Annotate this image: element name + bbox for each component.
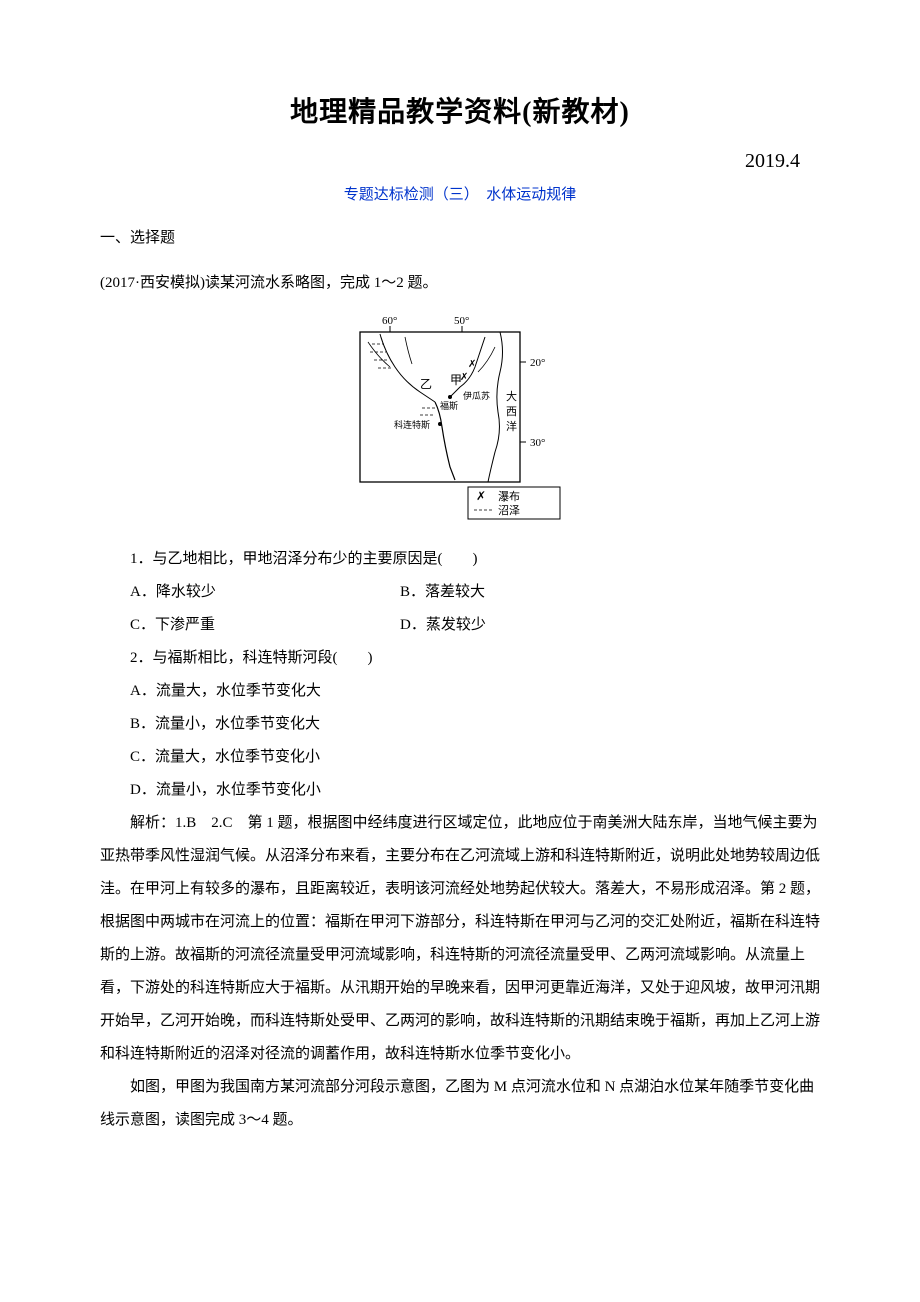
lon-left-label: 60° xyxy=(382,315,397,327)
label-yi: 乙 xyxy=(420,377,432,391)
map-figure: 60° 50° 20° 30° 大 西 洋 xyxy=(100,312,820,527)
legend-waterfall-symbol: ✗ xyxy=(476,489,486,503)
label-jia: 甲 xyxy=(450,373,462,387)
q1-opt-d: D．蒸发较少 xyxy=(400,609,820,642)
q2-opt-a: A．流量大，水位季节变化大 xyxy=(100,675,820,708)
q2-opt-c: C．流量大，水位季节变化小 xyxy=(100,741,820,774)
label-fusi: 福斯 xyxy=(440,400,458,411)
ocean-label-1: 大 xyxy=(506,389,517,403)
subtitle: 专题达标检测（三） 水体运动规律 xyxy=(100,183,820,204)
legend-waterfall: 瀑布 xyxy=(498,490,520,503)
q2-opt-d: D．流量小，水位季节变化小 xyxy=(100,774,820,807)
section-heading: 一、选择题 xyxy=(100,222,820,255)
lat-top-label: 20° xyxy=(530,357,545,369)
label-yiguasu: 伊瓜苏 xyxy=(463,390,490,401)
q1-opt-b: B．落差较大 xyxy=(400,576,820,609)
q1-opt-c: C．下渗严重 xyxy=(100,609,400,642)
explanation: 解析：1.B 2.C 第 1 题，根据图中经纬度进行区域定位，此地应位于南美洲大… xyxy=(100,807,820,1071)
ocean-label-3: 洋 xyxy=(506,419,517,433)
q1-opt-a: A．降水较少 xyxy=(100,576,400,609)
date: 2019.4 xyxy=(100,150,820,173)
q2-stem: 2．与福斯相比，科连特斯河段( ) xyxy=(100,642,820,675)
lon-right-label: 50° xyxy=(454,315,469,327)
river-map-svg: 60° 50° 20° 30° 大 西 洋 xyxy=(350,312,570,522)
ocean-label-2: 西 xyxy=(506,406,517,418)
legend-swamp: 沼泽 xyxy=(498,503,520,517)
question-group-intro: (2017·西安模拟)读某河流水系略图，完成 1～2 题。 xyxy=(100,267,820,300)
svg-text:✗: ✗ xyxy=(468,359,476,370)
q1-stem: 1．与乙地相比，甲地沼泽分布少的主要原因是( ) xyxy=(100,543,820,576)
lat-bottom-label: 30° xyxy=(530,437,545,449)
main-title: 地理精品教学资料(新教材) xyxy=(100,90,820,130)
q2-opt-b: B．流量小，水位季节变化大 xyxy=(100,708,820,741)
next-intro: 如图，甲图为我国南方某河流部分河段示意图，乙图为 M 点河流水位和 N 点湖泊水… xyxy=(100,1071,820,1137)
label-keliantesi: 科连特斯 xyxy=(394,419,430,430)
